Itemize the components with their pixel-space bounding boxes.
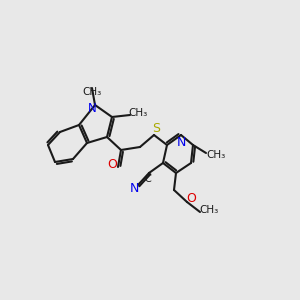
Text: CH₃: CH₃ <box>200 205 219 215</box>
Text: CH₃: CH₃ <box>82 87 102 97</box>
Text: N: N <box>129 182 139 196</box>
Text: S: S <box>152 122 160 136</box>
Text: C: C <box>144 174 151 184</box>
Text: CH₃: CH₃ <box>206 150 226 160</box>
Text: O: O <box>107 158 117 172</box>
Text: O: O <box>186 191 196 205</box>
Text: CH₃: CH₃ <box>128 108 148 118</box>
Text: N: N <box>88 103 96 116</box>
Text: N: N <box>176 136 186 149</box>
